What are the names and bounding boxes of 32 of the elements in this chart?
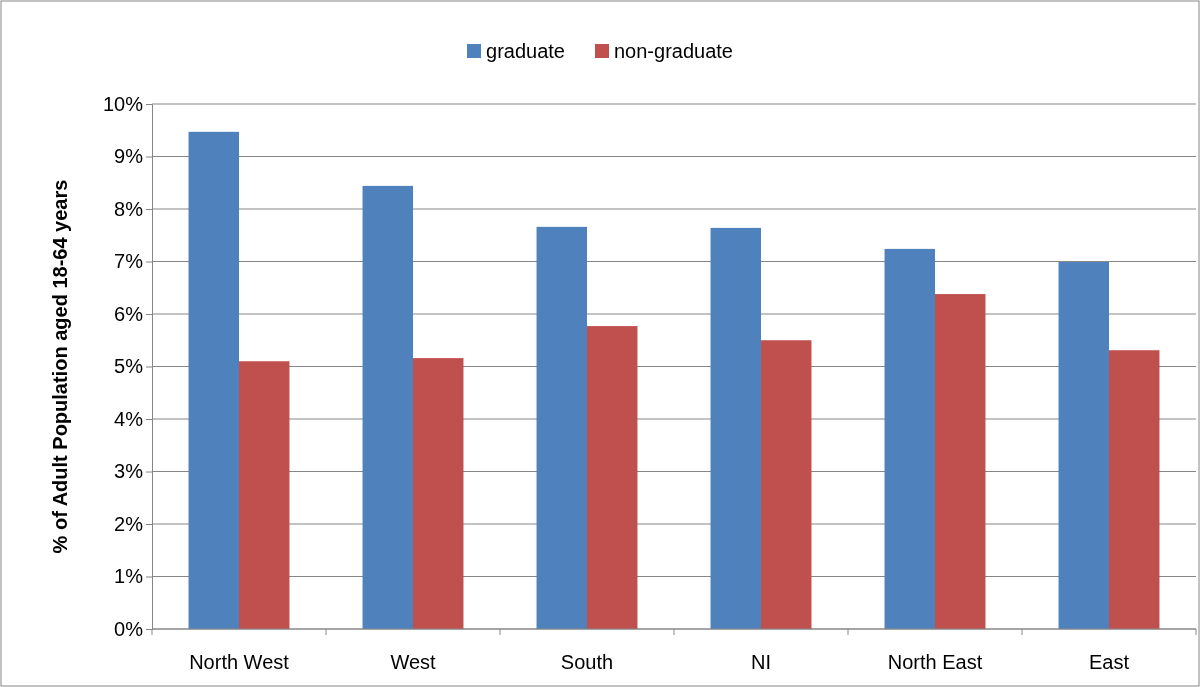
y-tick-label: 2%: [114, 512, 144, 535]
y-axis-title: % of Adult Population aged 18-64 years: [49, 179, 71, 554]
y-tick-label: 5%: [114, 355, 144, 378]
bar: [362, 185, 413, 629]
x-tick-label: West: [390, 651, 437, 673]
x-tick-label: South: [560, 651, 614, 673]
bar: [1109, 350, 1160, 629]
bar: [536, 226, 587, 629]
y-tick-label: 9%: [114, 145, 144, 168]
y-tick-label: 1%: [114, 565, 144, 588]
y-tick-label: 0%: [114, 617, 144, 640]
bar: [1058, 262, 1109, 629]
x-tick-label: North East: [887, 651, 983, 673]
bar: [884, 248, 935, 629]
y-tick-label: 8%: [114, 197, 144, 220]
bar: [710, 227, 761, 629]
y-tick-label: 4%: [114, 407, 144, 430]
bar: [413, 358, 464, 629]
bar: [935, 294, 986, 629]
x-tick-label: East: [1088, 651, 1130, 673]
legend-label: non-graduate: [613, 40, 733, 62]
bar: [761, 340, 812, 629]
x-tick-label: NI: [751, 651, 771, 673]
y-tick-label: 7%: [114, 250, 144, 273]
legend-label: graduate: [486, 40, 565, 62]
y-tick-label: 6%: [114, 302, 144, 325]
bar: [239, 361, 290, 629]
bar: [188, 131, 239, 629]
x-tick-label: North West: [189, 651, 290, 673]
bar: [587, 326, 638, 629]
y-tick-label: 3%: [114, 460, 144, 483]
y-tick-label: 10%: [102, 92, 144, 115]
